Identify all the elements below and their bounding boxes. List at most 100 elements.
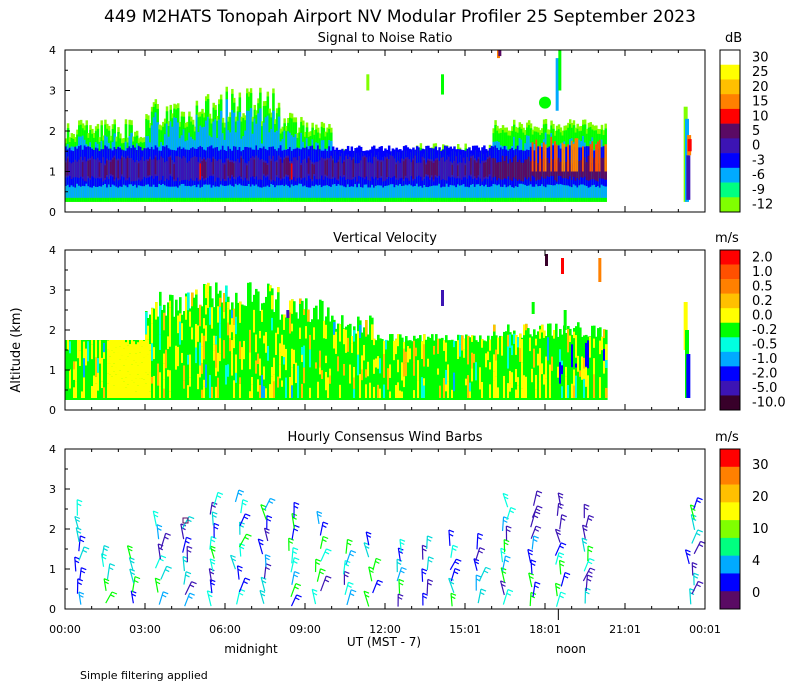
vv-cell	[445, 384, 448, 392]
snr-cell	[513, 159, 516, 176]
vv-cell	[239, 301, 242, 323]
vv-cell	[349, 364, 352, 384]
vv-cell	[413, 340, 416, 363]
vv-cell	[423, 334, 426, 345]
vv-cell	[467, 335, 470, 400]
vv-cell	[497, 337, 500, 355]
wind-barb-feather	[155, 581, 161, 585]
snr-cell	[208, 158, 212, 176]
wind-barb	[397, 547, 401, 562]
wind-barb-feather	[349, 553, 354, 557]
vv-cell	[571, 334, 574, 400]
colorbar-label: 0.5	[752, 279, 773, 294]
snr-cell	[421, 156, 424, 181]
snr-cell	[294, 157, 298, 182]
vv-cell	[527, 328, 530, 400]
vv-cell	[559, 349, 562, 368]
vv-cell	[517, 377, 520, 386]
wind-barb	[502, 589, 509, 605]
vv-cell	[393, 340, 396, 400]
colorbar-swatch	[720, 537, 740, 556]
snr-cell	[102, 157, 105, 182]
vv-cell	[121, 340, 124, 356]
vv-cell	[373, 338, 376, 346]
snr-cell	[518, 161, 522, 178]
wind-barb-feather	[530, 559, 537, 563]
snr-cell	[499, 161, 503, 180]
vv-cell	[303, 345, 306, 368]
vv-cell	[543, 330, 546, 400]
vv-cell	[345, 329, 348, 337]
wind-barb	[396, 567, 403, 582]
vv-cell	[153, 347, 156, 360]
vv-cell	[267, 283, 270, 400]
vv-cell	[475, 362, 478, 381]
wind-barb	[501, 555, 506, 572]
vv-cell	[183, 310, 186, 400]
vv-cell	[345, 326, 348, 400]
snr-echo	[498, 50, 502, 57]
wind-barb-feather	[320, 568, 326, 572]
vv-cell	[307, 309, 310, 400]
vv-cell	[453, 340, 456, 400]
snr-cell	[98, 162, 102, 177]
vv-cell	[105, 340, 108, 400]
snr-cell	[397, 160, 400, 180]
snr-cell	[430, 161, 434, 176]
snr-cell	[509, 159, 512, 180]
vv-cell	[433, 345, 436, 355]
y-tick-label: 1	[49, 364, 56, 377]
vv-cell	[121, 378, 124, 398]
snr-cell	[74, 159, 77, 178]
vv-cell	[509, 370, 512, 384]
vv-cell	[85, 348, 88, 366]
wind-barb-feather	[504, 542, 509, 546]
wind-barb-feather	[587, 561, 593, 565]
wind-barb-feather	[238, 592, 244, 596]
wind-barb-feather	[696, 532, 701, 536]
snr-cell	[436, 178, 439, 198]
vv-cell	[343, 329, 346, 345]
vv-cell	[357, 354, 360, 376]
wind-barb-feather	[533, 538, 538, 543]
snr-cell	[496, 164, 499, 179]
vv-cell	[501, 336, 504, 356]
vv-cell	[469, 391, 472, 398]
wind-barb	[346, 589, 352, 606]
wind-barb-feather	[293, 501, 300, 505]
wind-barb-feather	[377, 579, 383, 583]
vv-cell	[285, 377, 288, 398]
snr-cell	[178, 157, 182, 182]
vv-cell	[597, 328, 600, 400]
wind-barb-feather	[369, 569, 374, 574]
snr-cell	[287, 157, 290, 176]
snr-cell	[210, 161, 214, 176]
colorbar-label: 4	[752, 554, 760, 569]
snr-cell	[264, 162, 268, 176]
wind-barb-feather	[231, 558, 237, 562]
wind-barb-feather	[243, 516, 249, 520]
y-tick-label: 2	[49, 324, 56, 337]
colorbar-swatch	[720, 197, 740, 213]
snr-cell	[460, 162, 464, 180]
vv-cell	[263, 386, 266, 398]
vv-cell	[365, 320, 368, 400]
vv-cell	[223, 340, 226, 359]
snr-cell	[303, 158, 307, 178]
colorbar-frame	[719, 448, 741, 610]
vv-cell	[351, 335, 354, 344]
vv-cell	[443, 377, 446, 398]
wind-barb-feather	[80, 570, 86, 574]
vv-cell	[257, 353, 260, 365]
vv-cell	[115, 367, 118, 375]
wind-barb-feather	[587, 517, 593, 521]
vv-cell	[277, 287, 280, 293]
wind-barb-feather	[344, 563, 350, 567]
wind-barb	[554, 583, 558, 597]
colorbar-label: 0	[752, 139, 760, 154]
snr-cell	[296, 160, 299, 179]
snr-cell	[371, 163, 374, 177]
vv-cell	[267, 345, 270, 361]
snr-cell	[445, 159, 449, 181]
vv-cell	[163, 312, 166, 331]
